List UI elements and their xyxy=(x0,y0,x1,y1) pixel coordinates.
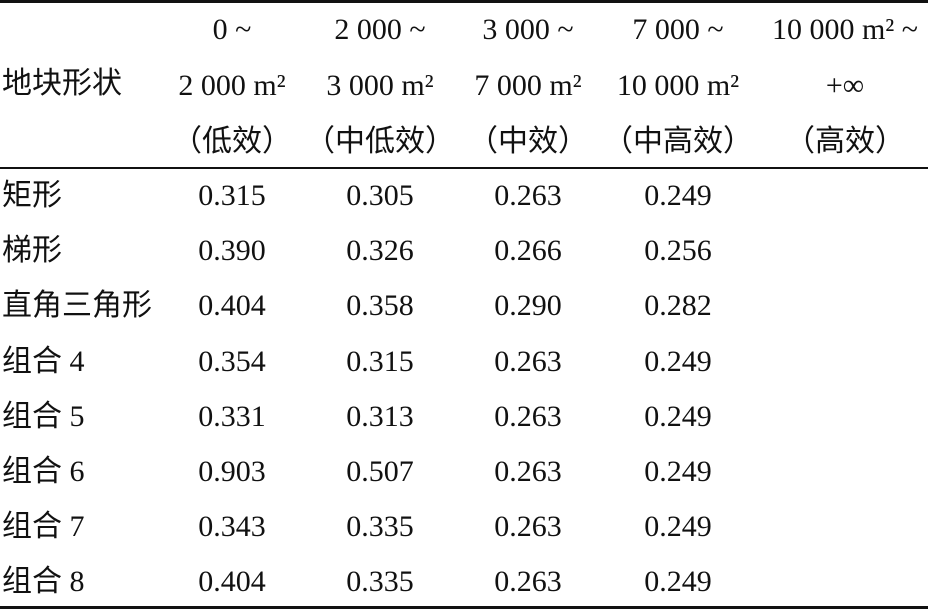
cell-value: 0.305 xyxy=(346,179,414,212)
cell-value: 0.249 xyxy=(644,179,712,212)
cell-value: 0.263 xyxy=(494,510,562,544)
cell-value: 0.263 xyxy=(494,565,562,599)
column-header: 0 ~ xyxy=(212,13,252,46)
row-label: 矩形 xyxy=(2,179,62,212)
column-header: 3 000 m² xyxy=(326,69,434,102)
cell-value: 0.263 xyxy=(494,344,562,378)
column-header: 7 000 ~ xyxy=(632,13,724,46)
column-header: 2 000 ~ xyxy=(334,13,426,46)
cell-value: 0.404 xyxy=(198,289,266,323)
row-label: 组合 4 xyxy=(2,344,85,378)
cell-value: 0.249 xyxy=(644,344,712,378)
column-header: +∞ xyxy=(825,69,865,102)
column-header: 7 000 m² xyxy=(474,69,582,102)
cell-value: 0.315 xyxy=(198,179,266,212)
bottom-rule xyxy=(0,606,928,609)
row-label: 组合 8 xyxy=(2,565,85,599)
column-header: （低效） xyxy=(172,125,292,158)
cell-value: 0.315 xyxy=(346,344,414,378)
cell-value: 0.335 xyxy=(346,510,414,544)
cell-value: 0.507 xyxy=(346,455,414,488)
row-label-header: 地块形状 xyxy=(2,67,122,100)
cell-value: 0.263 xyxy=(494,455,562,488)
row-label: 组合 5 xyxy=(2,399,85,433)
cell-value: 0.263 xyxy=(494,399,562,433)
cell-value: 0.358 xyxy=(346,289,414,323)
header-rule xyxy=(0,167,928,169)
column-header: （中高效） xyxy=(603,125,753,158)
column-header: （中低效） xyxy=(305,125,455,158)
column-header: （中效） xyxy=(468,125,588,158)
row-label: 组合 6 xyxy=(2,455,85,488)
cell-value: 0.390 xyxy=(198,234,266,268)
cell-value: 0.313 xyxy=(346,399,414,433)
cell-value: 0.263 xyxy=(494,179,562,212)
cell-value: 0.282 xyxy=(644,289,712,323)
cell-value: 0.249 xyxy=(644,510,712,544)
column-header: 10 000 m² ~ xyxy=(771,13,919,46)
cell-value: 0.256 xyxy=(644,234,712,268)
row-label: 组合 7 xyxy=(2,510,85,544)
cell-value: 0.343 xyxy=(198,510,266,544)
cell-value: 0.266 xyxy=(494,234,562,268)
cell-value: 0.335 xyxy=(346,565,414,599)
top-rule xyxy=(0,0,928,3)
cell-value: 0.249 xyxy=(644,455,712,488)
column-header: 3 000 ~ xyxy=(482,13,574,46)
cell-value: 0.331 xyxy=(198,399,266,433)
row-label: 梯形 xyxy=(2,234,62,268)
cell-value: 0.249 xyxy=(644,399,712,433)
row-label: 直角三角形 xyxy=(2,289,152,323)
cell-value: 0.290 xyxy=(494,289,562,323)
column-header: （高效） xyxy=(785,125,905,158)
column-header: 10 000 m² xyxy=(616,69,740,102)
cell-value: 0.404 xyxy=(198,565,266,599)
cell-value: 0.354 xyxy=(198,344,266,378)
cell-value: 0.903 xyxy=(198,455,266,488)
column-header: 2 000 m² xyxy=(178,69,286,102)
cell-value: 0.326 xyxy=(346,234,414,268)
cell-value: 0.249 xyxy=(644,565,712,599)
